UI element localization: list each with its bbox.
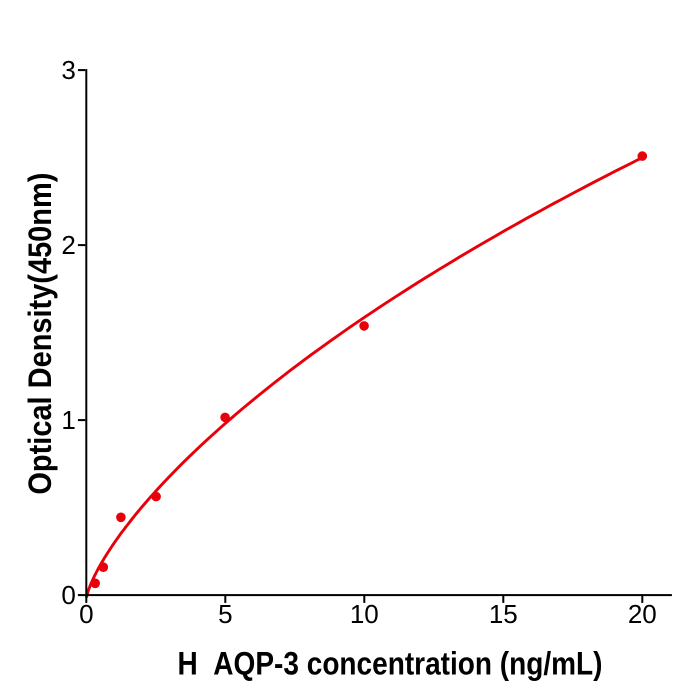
svg-text:H AQP-3 concentration (ng/mL): H AQP-3 concentration (ng/mL) — [178, 646, 603, 682]
svg-text:20: 20 — [628, 599, 657, 629]
svg-text:5: 5 — [218, 599, 232, 629]
svg-text:1: 1 — [61, 405, 75, 435]
svg-text:0: 0 — [61, 580, 75, 610]
svg-text:Optical Density(450nm): Optical Density(450nm) — [22, 173, 58, 495]
svg-text:10: 10 — [350, 599, 379, 629]
svg-text:0: 0 — [79, 599, 93, 629]
svg-text:15: 15 — [489, 599, 518, 629]
svg-text:2: 2 — [61, 230, 75, 260]
svg-text:3: 3 — [61, 55, 75, 85]
